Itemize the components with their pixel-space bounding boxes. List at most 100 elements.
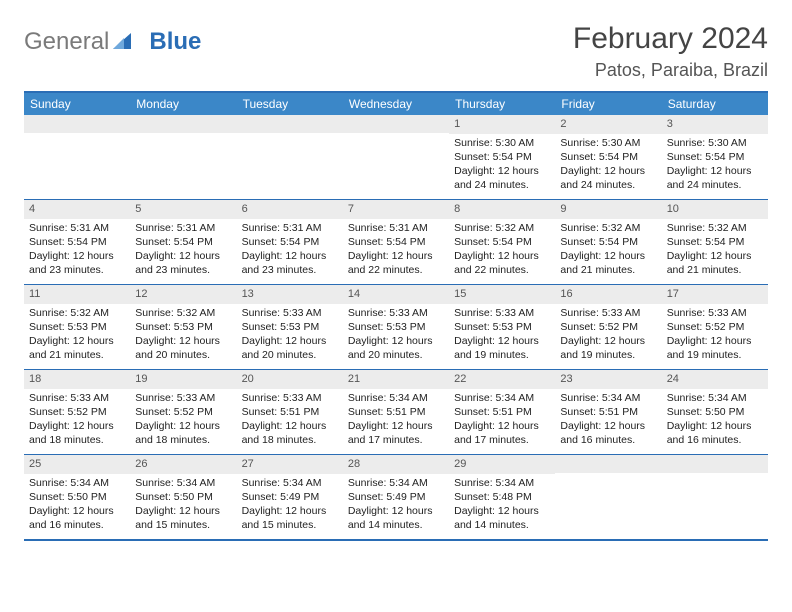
sunrise-text: Sunrise: 5:33 AM [454, 306, 550, 320]
day-body: Sunrise: 5:32 AMSunset: 5:54 PMDaylight:… [662, 219, 768, 282]
month-title: February 2024 [573, 22, 768, 56]
daylight-text: Daylight: 12 hours and 17 minutes. [454, 419, 550, 447]
sunrise-text: Sunrise: 5:33 AM [348, 306, 444, 320]
page: General Blue February 2024 Patos, Paraib… [0, 0, 792, 549]
daylight-text: Daylight: 12 hours and 19 minutes. [454, 334, 550, 362]
day-body: Sunrise: 5:33 AMSunset: 5:53 PMDaylight:… [449, 304, 555, 367]
day-cell: 23Sunrise: 5:34 AMSunset: 5:51 PMDayligh… [555, 370, 661, 454]
day-number [24, 115, 130, 133]
day-body: Sunrise: 5:33 AMSunset: 5:52 PMDaylight:… [24, 389, 130, 452]
daylight-text: Daylight: 12 hours and 20 minutes. [242, 334, 338, 362]
day-body: Sunrise: 5:33 AMSunset: 5:52 PMDaylight:… [662, 304, 768, 367]
sunrise-text: Sunrise: 5:34 AM [560, 391, 656, 405]
daylight-text: Daylight: 12 hours and 20 minutes. [135, 334, 231, 362]
day-body: Sunrise: 5:30 AMSunset: 5:54 PMDaylight:… [555, 134, 661, 197]
sunset-text: Sunset: 5:48 PM [454, 490, 550, 504]
day-cell: 5Sunrise: 5:31 AMSunset: 5:54 PMDaylight… [130, 200, 236, 284]
daylight-text: Daylight: 12 hours and 21 minutes. [29, 334, 125, 362]
sunrise-text: Sunrise: 5:32 AM [454, 221, 550, 235]
week-row: 4Sunrise: 5:31 AMSunset: 5:54 PMDaylight… [24, 199, 768, 284]
sunrise-text: Sunrise: 5:34 AM [135, 476, 231, 490]
daylight-text: Daylight: 12 hours and 14 minutes. [454, 504, 550, 532]
day-cell: 18Sunrise: 5:33 AMSunset: 5:52 PMDayligh… [24, 370, 130, 454]
sunrise-text: Sunrise: 5:32 AM [29, 306, 125, 320]
day-body: Sunrise: 5:34 AMSunset: 5:50 PMDaylight:… [24, 474, 130, 537]
daylight-text: Daylight: 12 hours and 23 minutes. [29, 249, 125, 277]
sunrise-text: Sunrise: 5:33 AM [667, 306, 763, 320]
day-cell: 20Sunrise: 5:33 AMSunset: 5:51 PMDayligh… [237, 370, 343, 454]
day-body: Sunrise: 5:31 AMSunset: 5:54 PMDaylight:… [130, 219, 236, 282]
sunset-text: Sunset: 5:51 PM [560, 405, 656, 419]
day-body: Sunrise: 5:34 AMSunset: 5:51 PMDaylight:… [555, 389, 661, 452]
daylight-text: Daylight: 12 hours and 16 minutes. [560, 419, 656, 447]
day-number: 28 [343, 455, 449, 474]
day-body: Sunrise: 5:31 AMSunset: 5:54 PMDaylight:… [237, 219, 343, 282]
day-cell: 21Sunrise: 5:34 AMSunset: 5:51 PMDayligh… [343, 370, 449, 454]
sunrise-text: Sunrise: 5:30 AM [560, 136, 656, 150]
daylight-text: Daylight: 12 hours and 18 minutes. [135, 419, 231, 447]
day-cell: 13Sunrise: 5:33 AMSunset: 5:53 PMDayligh… [237, 285, 343, 369]
sunset-text: Sunset: 5:53 PM [29, 320, 125, 334]
header: General Blue February 2024 Patos, Paraib… [24, 22, 768, 81]
day-number: 6 [237, 200, 343, 219]
daylight-text: Daylight: 12 hours and 19 minutes. [560, 334, 656, 362]
sunset-text: Sunset: 5:53 PM [242, 320, 338, 334]
day-number: 3 [662, 115, 768, 134]
logo-text-gray: General [24, 28, 109, 56]
sunrise-text: Sunrise: 5:31 AM [348, 221, 444, 235]
day-number: 20 [237, 370, 343, 389]
day-body: Sunrise: 5:34 AMSunset: 5:50 PMDaylight:… [662, 389, 768, 452]
day-body: Sunrise: 5:34 AMSunset: 5:49 PMDaylight:… [343, 474, 449, 537]
sunrise-text: Sunrise: 5:34 AM [454, 476, 550, 490]
sunrise-text: Sunrise: 5:34 AM [348, 476, 444, 490]
day-number: 5 [130, 200, 236, 219]
sunset-text: Sunset: 5:50 PM [667, 405, 763, 419]
sunset-text: Sunset: 5:49 PM [348, 490, 444, 504]
week-row: 11Sunrise: 5:32 AMSunset: 5:53 PMDayligh… [24, 284, 768, 369]
day-body: Sunrise: 5:32 AMSunset: 5:54 PMDaylight:… [555, 219, 661, 282]
day-number: 26 [130, 455, 236, 474]
day-number: 29 [449, 455, 555, 474]
day-number: 22 [449, 370, 555, 389]
day-number: 24 [662, 370, 768, 389]
sunset-text: Sunset: 5:53 PM [454, 320, 550, 334]
sunset-text: Sunset: 5:51 PM [348, 405, 444, 419]
sunrise-text: Sunrise: 5:34 AM [29, 476, 125, 490]
day-number: 11 [24, 285, 130, 304]
day-number: 8 [449, 200, 555, 219]
day-cell [555, 455, 661, 539]
day-number: 14 [343, 285, 449, 304]
daylight-text: Daylight: 12 hours and 22 minutes. [454, 249, 550, 277]
sunset-text: Sunset: 5:50 PM [135, 490, 231, 504]
logo-text-blue: Blue [149, 28, 201, 56]
daylight-text: Daylight: 12 hours and 17 minutes. [348, 419, 444, 447]
week-row: 1Sunrise: 5:30 AMSunset: 5:54 PMDaylight… [24, 115, 768, 199]
day-number: 13 [237, 285, 343, 304]
day-number [555, 455, 661, 473]
calendar: Sunday Monday Tuesday Wednesday Thursday… [24, 91, 768, 541]
day-body: Sunrise: 5:33 AMSunset: 5:53 PMDaylight:… [343, 304, 449, 367]
day-cell: 28Sunrise: 5:34 AMSunset: 5:49 PMDayligh… [343, 455, 449, 539]
sunrise-text: Sunrise: 5:31 AM [135, 221, 231, 235]
sunrise-text: Sunrise: 5:31 AM [242, 221, 338, 235]
day-cell: 17Sunrise: 5:33 AMSunset: 5:52 PMDayligh… [662, 285, 768, 369]
day-cell: 22Sunrise: 5:34 AMSunset: 5:51 PMDayligh… [449, 370, 555, 454]
sunrise-text: Sunrise: 5:33 AM [560, 306, 656, 320]
daylight-text: Daylight: 12 hours and 18 minutes. [242, 419, 338, 447]
day-body: Sunrise: 5:33 AMSunset: 5:51 PMDaylight:… [237, 389, 343, 452]
day-body: Sunrise: 5:31 AMSunset: 5:54 PMDaylight:… [24, 219, 130, 282]
daylight-text: Daylight: 12 hours and 15 minutes. [242, 504, 338, 532]
sunrise-text: Sunrise: 5:33 AM [29, 391, 125, 405]
day-number: 21 [343, 370, 449, 389]
sunrise-text: Sunrise: 5:33 AM [242, 391, 338, 405]
day-cell: 1Sunrise: 5:30 AMSunset: 5:54 PMDaylight… [449, 115, 555, 199]
day-cell: 8Sunrise: 5:32 AMSunset: 5:54 PMDaylight… [449, 200, 555, 284]
day-number: 16 [555, 285, 661, 304]
day-body: Sunrise: 5:33 AMSunset: 5:52 PMDaylight:… [130, 389, 236, 452]
sunrise-text: Sunrise: 5:33 AM [135, 391, 231, 405]
weekday-tue: Tuesday [237, 93, 343, 115]
day-body: Sunrise: 5:30 AMSunset: 5:54 PMDaylight:… [449, 134, 555, 197]
sunrise-text: Sunrise: 5:32 AM [135, 306, 231, 320]
day-body: Sunrise: 5:33 AMSunset: 5:53 PMDaylight:… [237, 304, 343, 367]
sunrise-text: Sunrise: 5:33 AM [242, 306, 338, 320]
